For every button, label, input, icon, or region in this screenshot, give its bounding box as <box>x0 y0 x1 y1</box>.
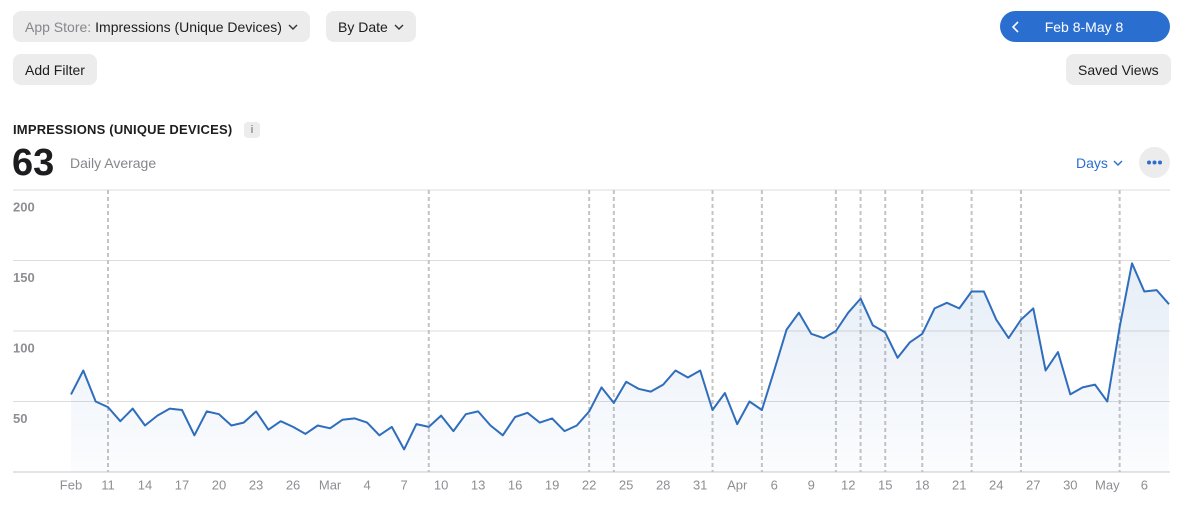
metric-title: IMPRESSIONS (UNIQUE DEVICES) <box>13 122 233 137</box>
more-button[interactable] <box>1139 147 1170 178</box>
x-tick-label: 9 <box>808 477 815 492</box>
x-tick-label: 20 <box>212 477 226 492</box>
x-tick-label: Mar <box>319 477 342 492</box>
x-tick-label: 13 <box>471 477 485 492</box>
x-tick-label: 28 <box>656 477 670 492</box>
x-tick-label: 15 <box>878 477 892 492</box>
x-tick-label: 17 <box>175 477 189 492</box>
x-tick-label: 22 <box>582 477 596 492</box>
y-tick-label: 100 <box>13 340 35 355</box>
add-filter-button[interactable]: Add Filter <box>13 54 97 85</box>
x-tick-label: 11 <box>101 477 115 492</box>
x-tick-label: 4 <box>363 477 370 492</box>
chevron <box>288 24 298 30</box>
source-label: App Store: <box>25 18 92 35</box>
x-tick-label: Feb <box>60 477 82 492</box>
x-tick-label: 14 <box>138 477 152 492</box>
chevron <box>394 24 404 30</box>
x-tick-label: 19 <box>545 477 559 492</box>
x-tick-label: 6 <box>1141 477 1148 492</box>
x-tick-label: 16 <box>508 477 522 492</box>
back-arrow[interactable] <box>1012 20 1020 33</box>
y-tick-label: 50 <box>13 411 27 426</box>
add-filter: Add Filter <box>25 61 85 78</box>
date-range: Feb 8-May 8 <box>1044 18 1124 35</box>
x-tick-label: 30 <box>1063 477 1077 492</box>
info-icon[interactable]: i <box>244 122 260 138</box>
saved-views: Saved Views <box>1078 61 1159 78</box>
y-tick-label: 150 <box>13 270 35 285</box>
summary-value: 63 <box>12 142 55 184</box>
metric-name: Impressions (Unique Devices) <box>95 18 282 35</box>
chevron <box>1113 160 1123 166</box>
y-tick-label: 200 <box>13 199 35 214</box>
date-range-button[interactable]: Feb 8-May 8 <box>1000 11 1170 42</box>
x-tick-label: 18 <box>915 477 929 492</box>
x-tick-label: 12 <box>841 477 855 492</box>
x-tick-label: 23 <box>249 477 263 492</box>
metric-dropdown[interactable]: App Store: Impressions (Unique Devices) <box>13 11 310 42</box>
data-line <box>70 262 1170 451</box>
group-dropdown[interactable]: By Date <box>326 11 416 42</box>
granularity: Days <box>1076 155 1108 171</box>
x-tick-label: 31 <box>693 477 707 492</box>
x-tick-label: 6 <box>771 477 778 492</box>
x-tick-label: 21 <box>952 477 966 492</box>
x-tick-label: 24 <box>989 477 1003 492</box>
x-tick-label: 25 <box>619 477 633 492</box>
saved-views-button[interactable]: Saved Views <box>1066 54 1171 85</box>
granularity-dropdown[interactable]: Days <box>1076 155 1123 171</box>
area-fill <box>71 263 1169 472</box>
x-tick-label: May <box>1095 477 1120 492</box>
x-tick-label: 27 <box>1026 477 1040 492</box>
x-tick-label: 26 <box>286 477 300 492</box>
group-by: By Date <box>338 18 388 35</box>
x-tick-label: 7 <box>400 477 407 492</box>
x-tick-label: Apr <box>727 477 748 492</box>
more-icon <box>1147 160 1162 165</box>
x-tick-label: 10 <box>434 477 448 492</box>
summary-label: Daily Average <box>70 155 157 171</box>
